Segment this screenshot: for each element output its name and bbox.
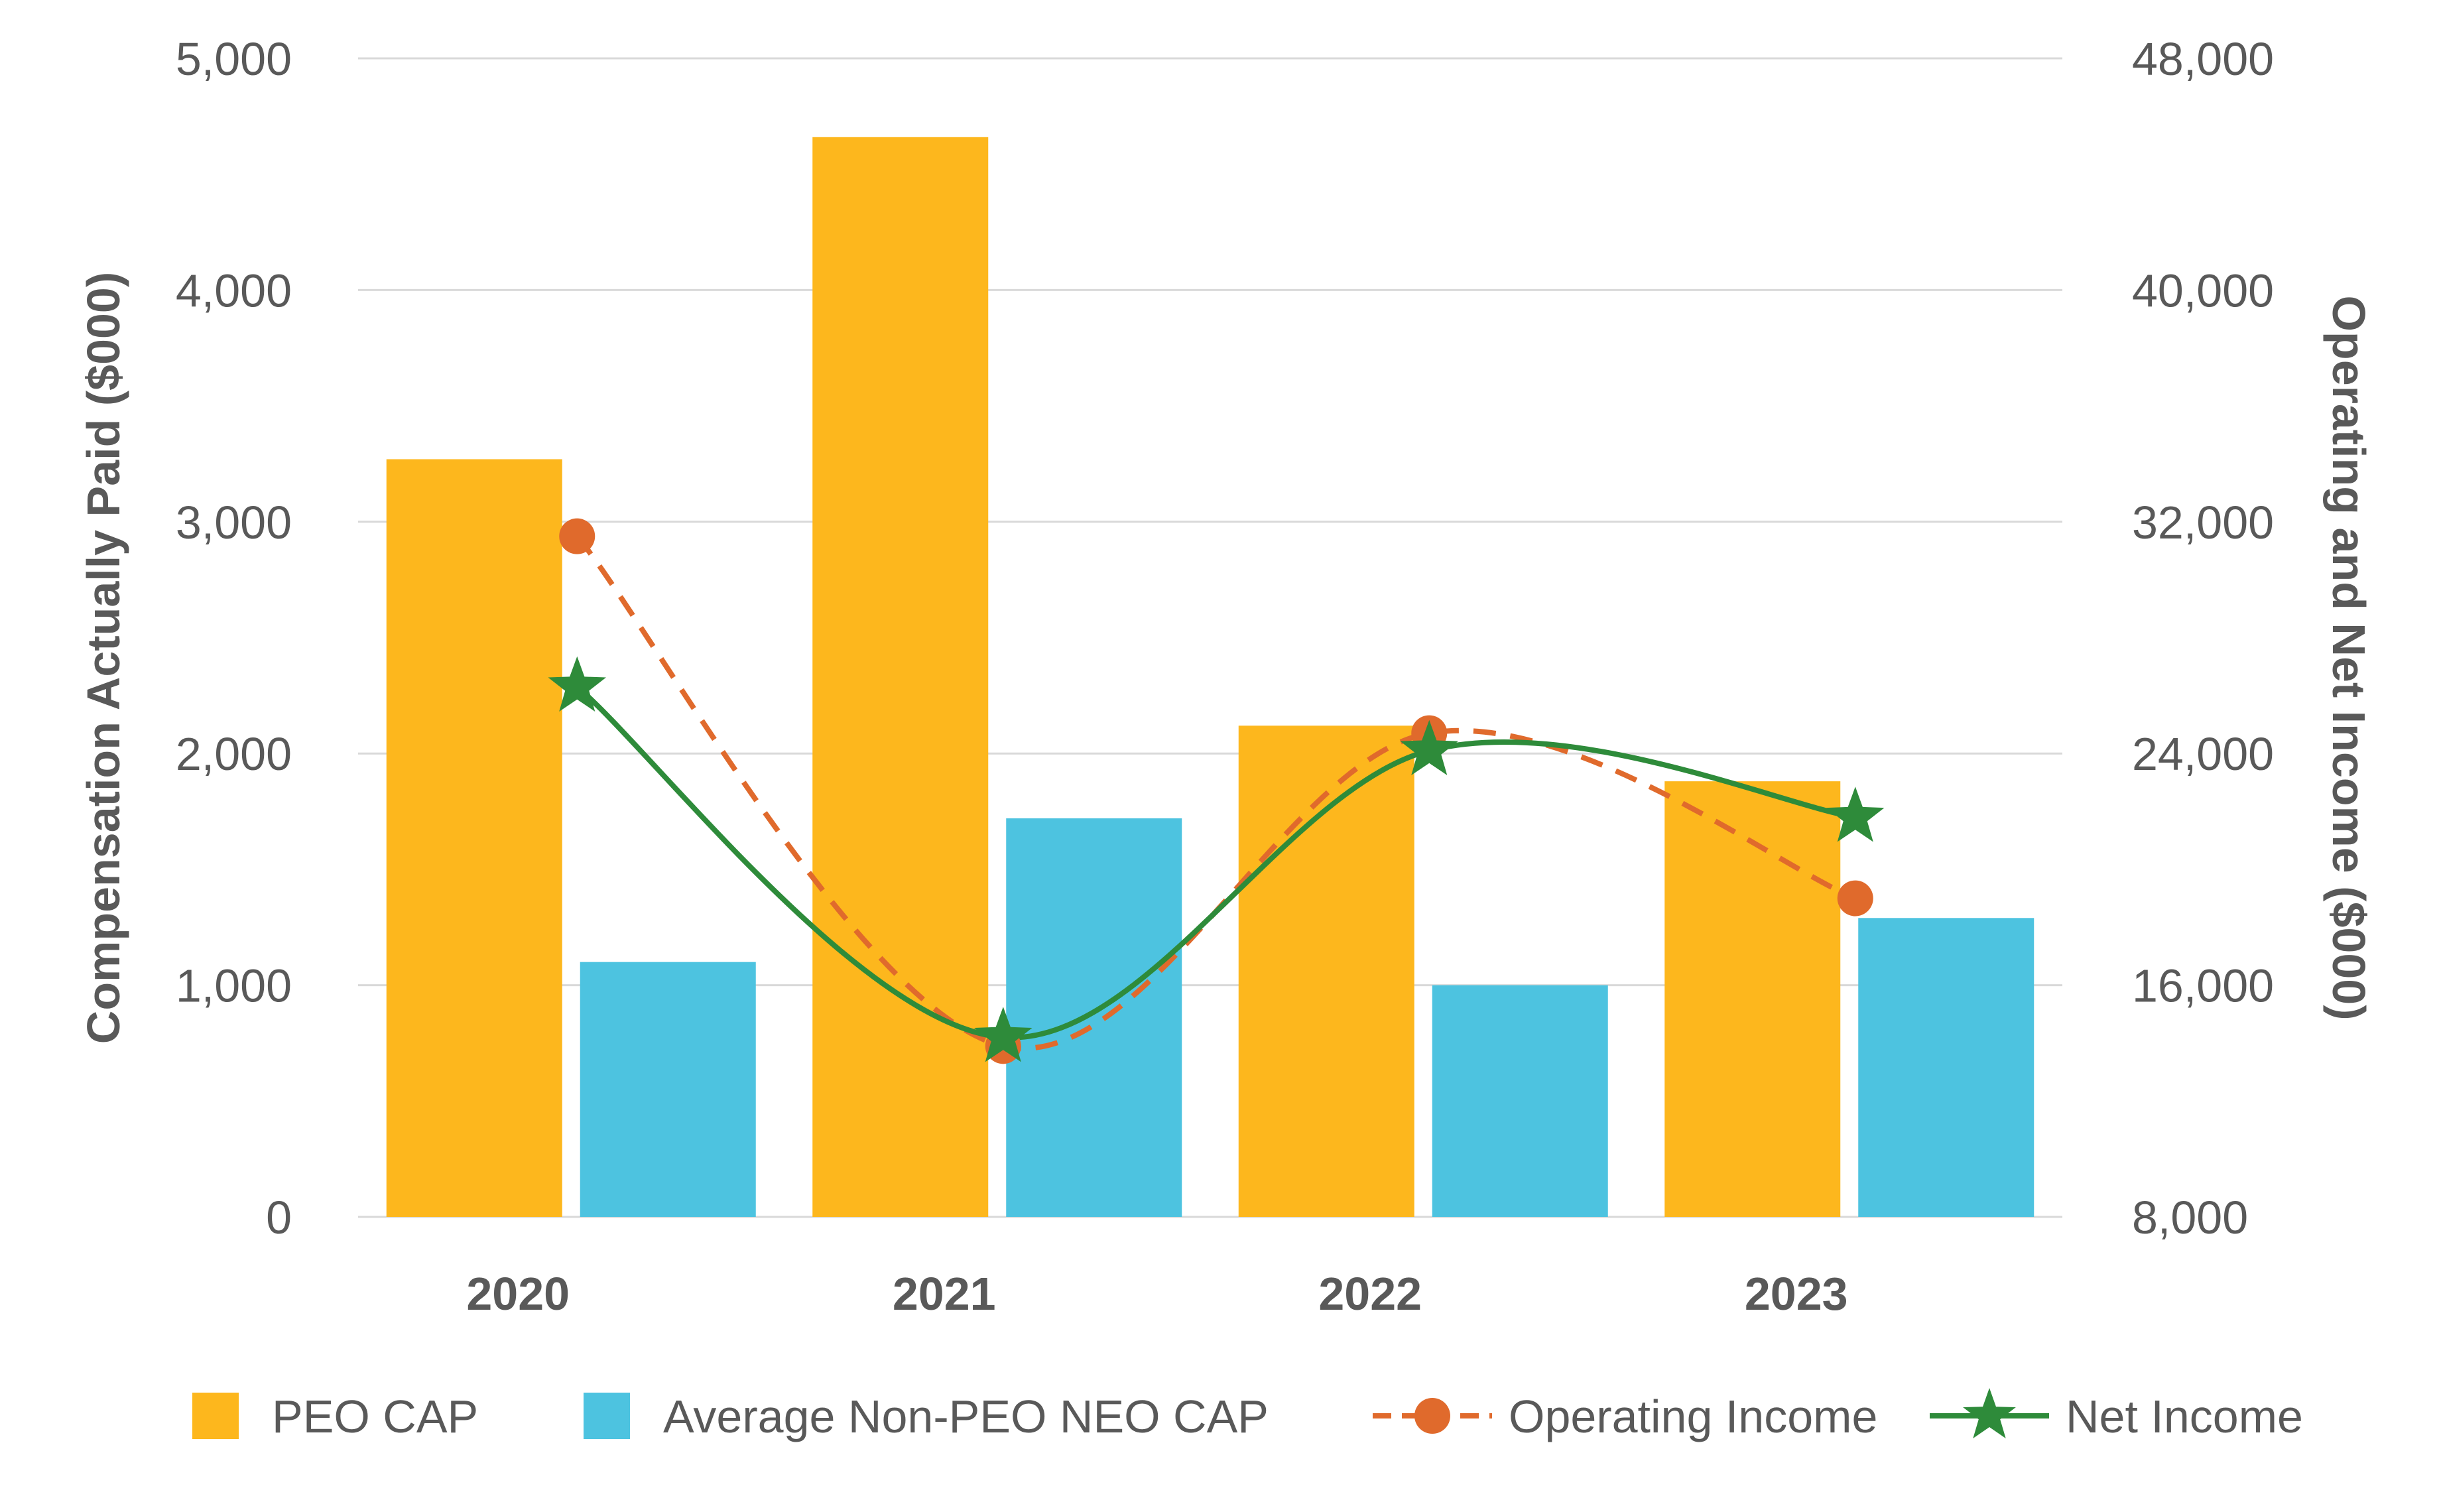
marker-net-income-2023: [1826, 787, 1885, 842]
y-tick-label-right: 32,000: [2132, 497, 2274, 548]
bar-average-non-peo-neo-cap-2020: [580, 962, 756, 1217]
y-tick-label-left: 2,000: [176, 728, 292, 780]
y-tick-label-right: 8,000: [2132, 1192, 2248, 1243]
legend-swatch-peo-cap: [192, 1393, 239, 1439]
legend-label-average-non-peo-neo-cap: Average Non-PEO NEO CAP: [663, 1391, 1269, 1442]
markers: [548, 518, 1885, 1064]
bar-average-non-peo-neo-cap-2021: [1006, 818, 1182, 1217]
y-tick-label-left: 4,000: [176, 265, 292, 316]
line-operating-income: [575, 535, 1857, 1051]
legend-label-operating-income: Operating Income: [1509, 1391, 1877, 1442]
y-tick-label-left: 0: [266, 1192, 292, 1243]
y-tick-label-left: 3,000: [176, 497, 292, 548]
x-tick-label: 2020: [466, 1268, 570, 1320]
bar-peo-cap-2020: [386, 459, 562, 1218]
marker-net-income-2021: [974, 1007, 1032, 1062]
legend-swatch-average-non-peo-neo-cap: [584, 1393, 630, 1439]
marker-net-income-2022: [1400, 720, 1458, 775]
y-tick-label-left: 1,000: [176, 960, 292, 1012]
legend-marker-net-income: [1963, 1388, 2016, 1438]
legend-marker-operating-income: [1414, 1398, 1450, 1434]
x-tick-label: 2022: [1318, 1268, 1422, 1320]
bar-peo-cap-2022: [1238, 725, 1414, 1217]
y-tick-label-right: 24,000: [2132, 728, 2274, 780]
y-tick-label-right: 40,000: [2132, 265, 2274, 316]
legend-label-net-income: Net Income: [2066, 1391, 2303, 1442]
y-axis-title-right: Operating and Net Income ($000): [2323, 295, 2375, 1020]
bar-average-non-peo-neo-cap-2023: [1858, 918, 2034, 1217]
y-axis-title-left: Compensation Actually Paid ($000): [78, 272, 129, 1044]
lines: [575, 535, 1857, 1051]
legend-label-peo-cap: PEO CAP: [272, 1391, 478, 1442]
y-tick-label-right: 16,000: [2132, 960, 2274, 1012]
line-net-income: [575, 684, 1856, 1040]
marker-operating-income-2023: [1837, 880, 1873, 916]
bar-average-non-peo-neo-cap-2022: [1432, 985, 1608, 1217]
bar-peo-cap-2023: [1664, 781, 1841, 1217]
y-tick-label-right: 48,000: [2132, 33, 2274, 85]
marker-operating-income-2020: [559, 518, 595, 554]
marker-net-income-2020: [548, 656, 606, 712]
bars: [386, 137, 2034, 1218]
axes: 0 8,000 1,000 16,000 2,000 24,000 3,000 32,000 4…: [176, 33, 2274, 1320]
x-tick-label: 2021: [893, 1268, 996, 1320]
legend: PEO CAP Average Non-PEO NEO CAP Operating …: [192, 1388, 2303, 1442]
bar-peo-cap-2021: [812, 137, 989, 1217]
x-tick-label: 2023: [1745, 1268, 1848, 1320]
y-tick-label-left: 5,000: [176, 33, 292, 85]
